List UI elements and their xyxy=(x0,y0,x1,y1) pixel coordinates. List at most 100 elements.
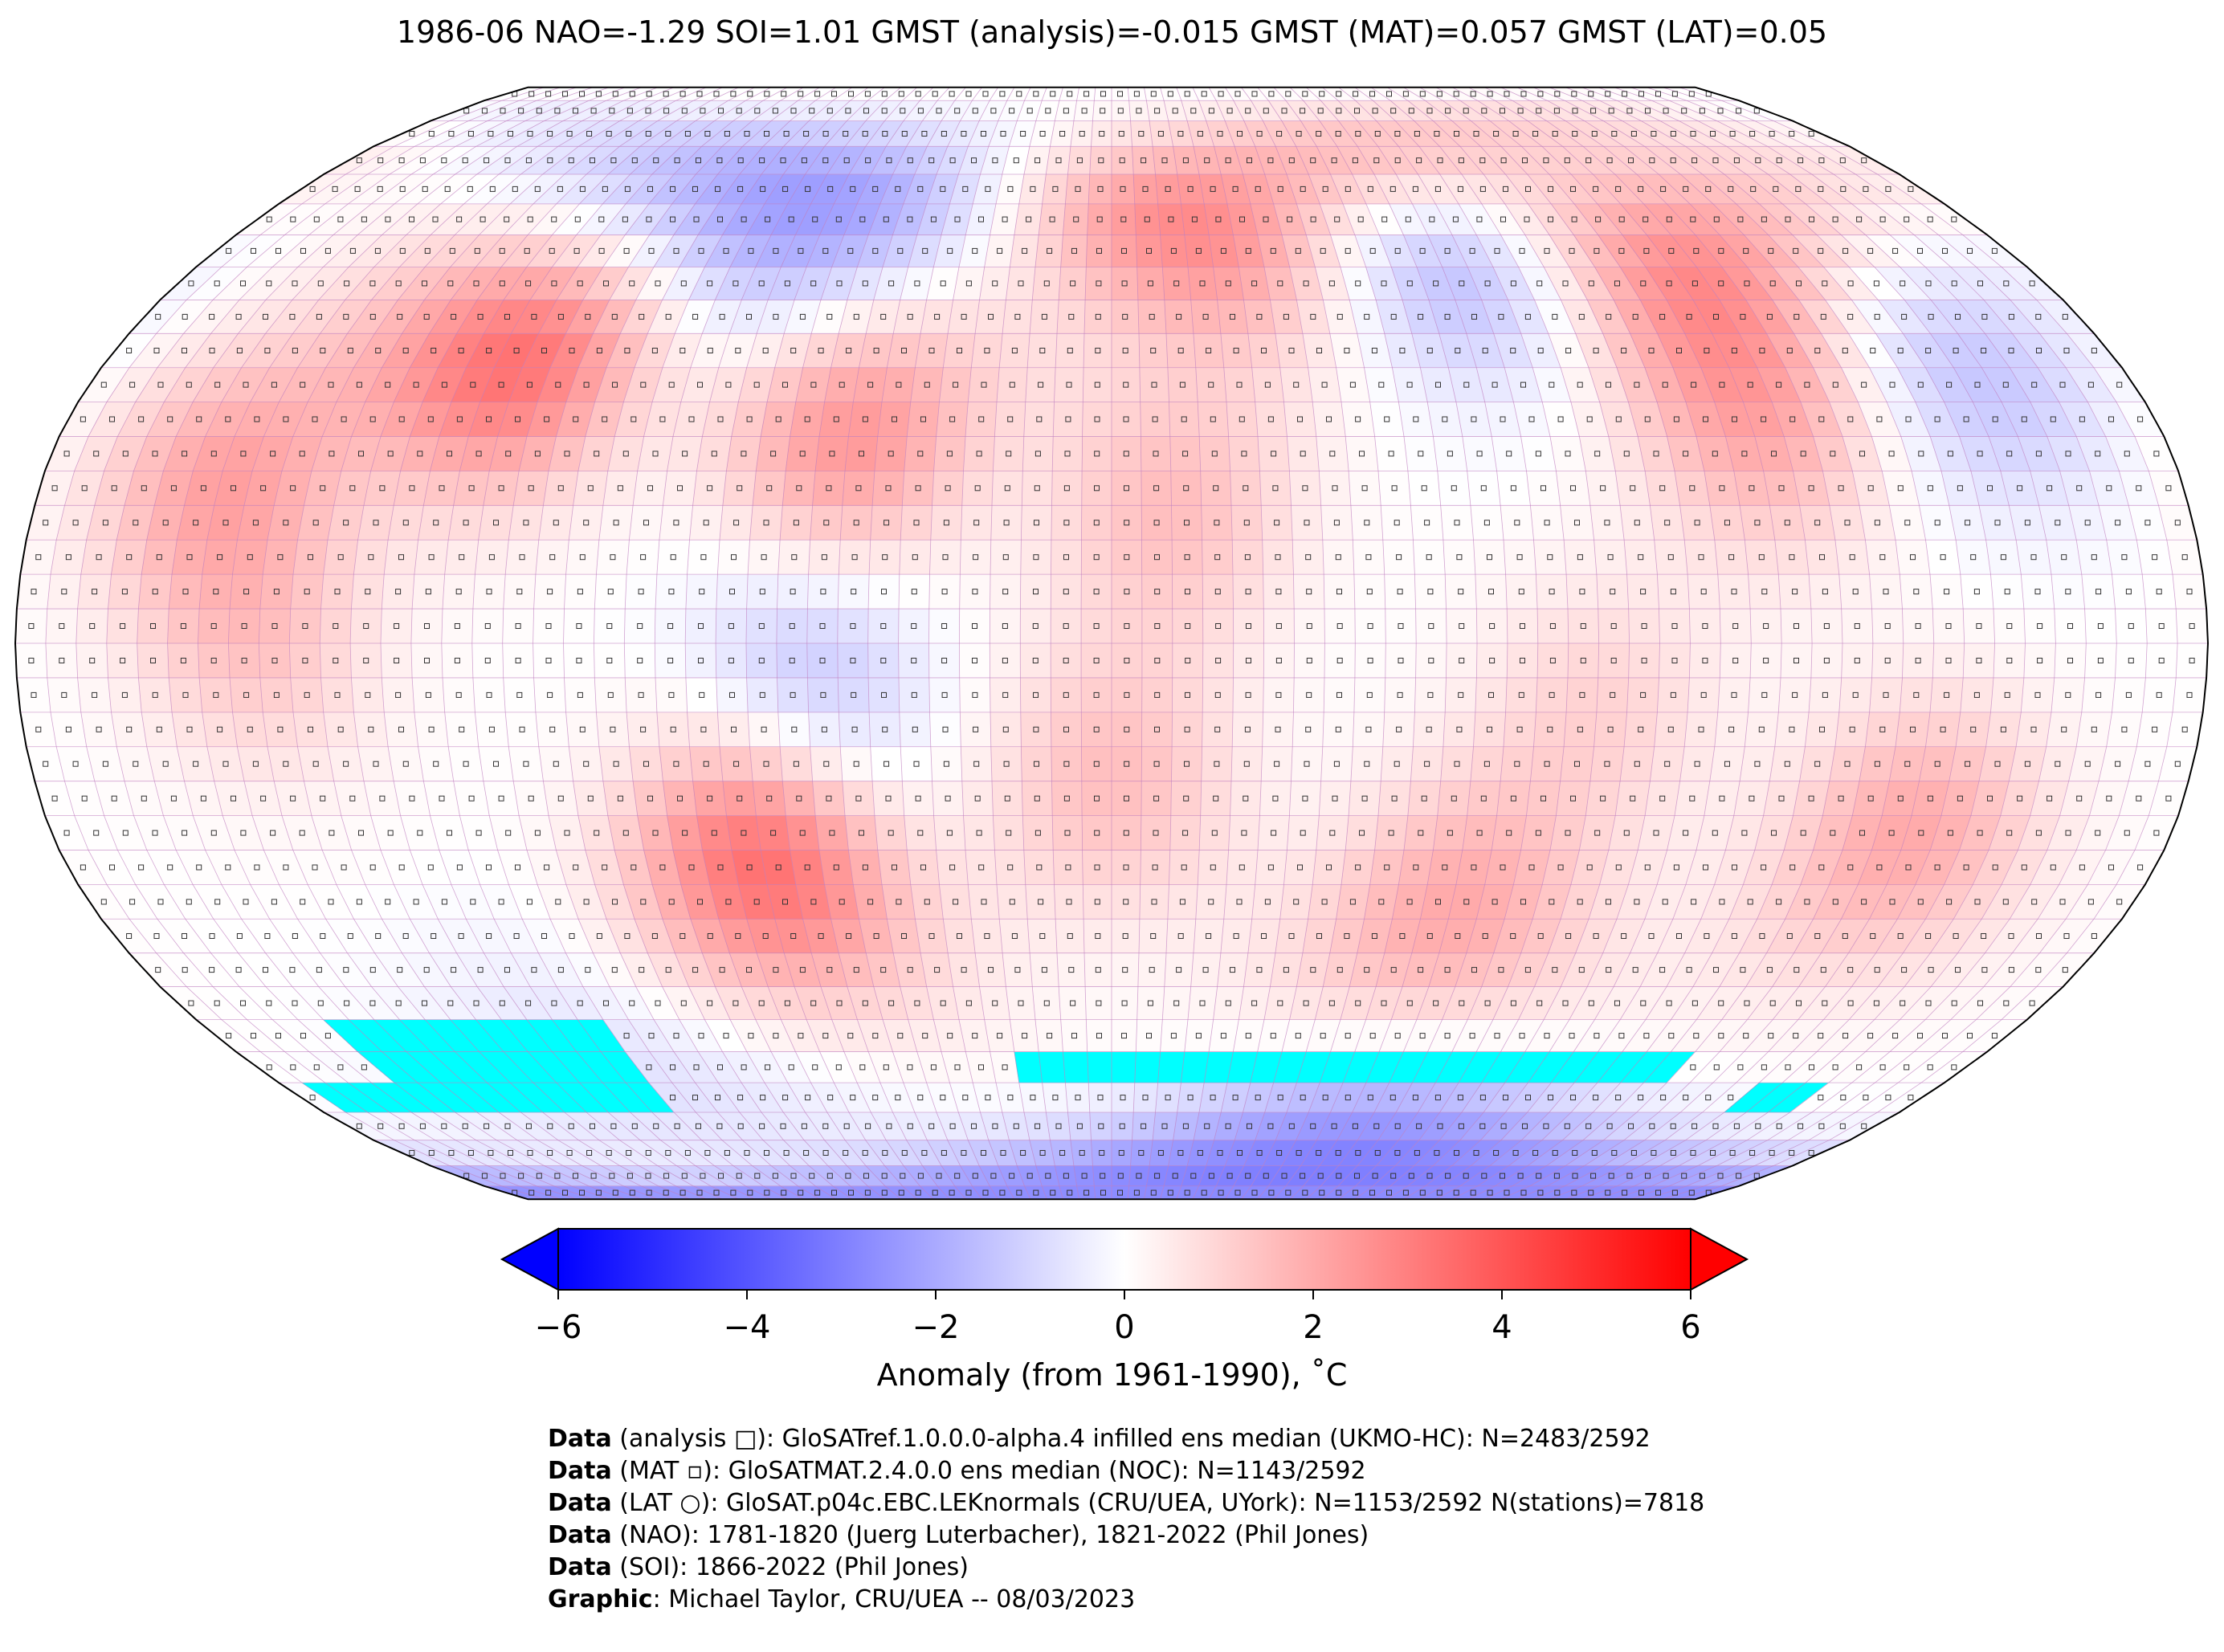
grid-cell xyxy=(1749,608,1782,644)
grid-cell xyxy=(1769,746,1806,782)
grid-cell xyxy=(990,504,1022,540)
grid-cell xyxy=(1141,573,1173,610)
grid-cell xyxy=(745,608,777,644)
grid-cell xyxy=(1127,1185,1147,1200)
grid-cell xyxy=(1076,87,1096,101)
grid-cell xyxy=(349,642,382,679)
grid-cell xyxy=(901,781,934,816)
grid-cell xyxy=(779,504,813,540)
grid-cell xyxy=(1318,781,1352,816)
grid-cell xyxy=(1780,608,1813,644)
grid-cell xyxy=(47,573,82,610)
grid-cell xyxy=(1172,608,1204,644)
grid-cell xyxy=(533,677,566,713)
grid-cell xyxy=(1446,608,1478,644)
grid-cell xyxy=(1065,1082,1091,1113)
grid-cell xyxy=(1138,919,1169,953)
grid-cell xyxy=(1739,746,1776,782)
grid-cell xyxy=(565,539,600,575)
grid-cell xyxy=(990,677,1022,713)
grid-cell xyxy=(1020,539,1052,575)
grid-cell xyxy=(659,746,693,782)
grid-cell xyxy=(387,504,424,540)
grid-cell xyxy=(1247,919,1281,953)
grid-cell xyxy=(781,781,816,816)
grid-cell xyxy=(928,642,961,679)
grid-cell xyxy=(1111,1082,1136,1113)
grid-cell xyxy=(323,539,358,575)
grid-cell xyxy=(696,436,732,471)
grid-cell xyxy=(1087,1051,1112,1083)
grid-cell xyxy=(904,815,937,850)
grid-cell xyxy=(1283,850,1317,885)
grid-cell xyxy=(1414,573,1447,610)
grid-cell xyxy=(1067,1112,1092,1140)
grid-cell xyxy=(1704,471,1740,506)
grid-cell xyxy=(2115,642,2148,679)
grid-cell xyxy=(472,677,506,713)
grid-cell xyxy=(1841,642,1874,679)
grid-cell xyxy=(749,504,783,540)
grid-cell xyxy=(1141,746,1173,782)
grid-cell xyxy=(1689,608,1721,644)
grid-cell xyxy=(1093,87,1112,101)
grid-cell xyxy=(1172,642,1204,679)
grid-cell xyxy=(137,642,169,679)
grid-cell xyxy=(904,436,937,471)
grid-cell xyxy=(1341,402,1375,437)
grid-cell xyxy=(1565,677,1599,713)
grid-cell xyxy=(2054,642,2087,679)
grid-cell xyxy=(1217,300,1249,334)
grid-cell xyxy=(1021,746,1052,782)
grid-cell xyxy=(1020,677,1051,713)
grid-cell xyxy=(1111,1112,1134,1140)
grid-cell xyxy=(1073,100,1095,121)
grid-cell xyxy=(16,677,51,713)
grid-cell xyxy=(1251,884,1284,920)
grid-cell xyxy=(655,677,688,713)
grid-cell xyxy=(1019,642,1051,679)
grid-cell xyxy=(2084,642,2117,679)
grid-cell xyxy=(867,677,900,713)
grid-cell xyxy=(598,746,634,782)
grid-cell xyxy=(320,677,354,713)
grid-cell xyxy=(2112,573,2146,610)
grid-cell xyxy=(1038,1051,1066,1083)
grid-cell xyxy=(1470,746,1504,782)
grid-cell xyxy=(1111,1165,1131,1187)
grid-cell xyxy=(1596,573,1630,610)
grid-cell xyxy=(1467,781,1501,816)
grid-cell xyxy=(1136,986,1165,1020)
grid-cell xyxy=(1777,573,1812,610)
grid-cell xyxy=(1308,367,1342,402)
grid-cell xyxy=(1111,919,1141,953)
grid-cell xyxy=(1287,436,1320,471)
grid-cell xyxy=(1157,203,1185,235)
grid-cell xyxy=(877,402,912,437)
grid-cell xyxy=(1080,677,1112,713)
grid-cell xyxy=(1171,712,1203,748)
grid-cell xyxy=(1291,746,1324,782)
grid-cell xyxy=(1171,504,1202,540)
grid-cell xyxy=(1679,746,1716,782)
grid-cell xyxy=(1674,781,1711,816)
grid-cell xyxy=(232,712,268,748)
grid-cell xyxy=(837,573,870,610)
grid-cell xyxy=(418,504,455,540)
grid-cell xyxy=(1111,267,1139,300)
grid-cell xyxy=(1051,815,1083,850)
grid-cell xyxy=(1073,1165,1095,1187)
grid-cell xyxy=(1231,712,1264,748)
grid-cell xyxy=(167,608,200,644)
grid-cell xyxy=(1384,573,1416,610)
grid-cell xyxy=(1184,235,1214,267)
grid-cell xyxy=(993,815,1025,850)
grid-cell xyxy=(898,608,930,644)
grid-cell xyxy=(1289,471,1322,506)
grid-cell xyxy=(1006,267,1036,300)
grid-cell xyxy=(1403,815,1438,850)
grid-cell xyxy=(594,677,627,713)
grid-cell xyxy=(1172,677,1203,713)
grid-cell xyxy=(1293,642,1325,679)
grid-cell xyxy=(167,642,200,679)
